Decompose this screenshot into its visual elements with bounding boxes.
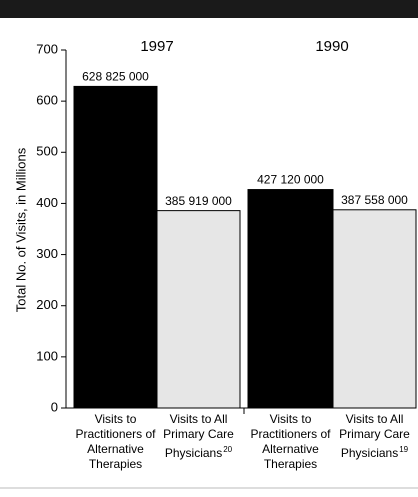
y-tick-label: 700 — [36, 41, 58, 56]
bar — [247, 189, 334, 409]
group-label: 1990 — [315, 38, 348, 55]
y-tick-label: 500 — [36, 144, 58, 159]
x-tick-label: Visits to Practitioners of Alternative T… — [74, 412, 158, 472]
y-tick-label: 0 — [51, 399, 58, 414]
y-tick-label: 300 — [36, 246, 58, 261]
bar — [156, 210, 241, 409]
category-text: Visits to Practitioners of Alternative T… — [250, 412, 331, 471]
group-label: 1997 — [140, 38, 173, 55]
y-tick-label: 100 — [36, 348, 58, 363]
value-label: 427 120 000 — [257, 173, 324, 187]
x-tick-label: Visits to Practitioners of Alternative T… — [249, 412, 333, 472]
x-tick-label: Visits to All Primary Care Physicians20 — [163, 412, 235, 461]
bar — [73, 85, 158, 409]
y-tick-label: 200 — [36, 297, 58, 312]
y-tick-label: 400 — [36, 195, 58, 210]
category-text: Visits to All Primary Care Physicians — [339, 412, 410, 460]
value-label: 628 825 000 — [82, 70, 149, 84]
footnote-ref: 19 — [399, 445, 409, 454]
bar — [332, 209, 417, 409]
x-tick-label: Visits to All Primary Care Physicians19 — [339, 412, 411, 461]
value-label: 387 558 000 — [341, 193, 408, 207]
header-band — [0, 0, 418, 18]
y-axis-label: Total No. of Visits, in Millions — [13, 147, 28, 312]
footnote-ref: 20 — [223, 445, 233, 454]
category-text: Visits to All Primary Care Physicians — [163, 412, 234, 460]
category-text: Visits to Practitioners of Alternative T… — [75, 412, 156, 471]
y-tick-label: 600 — [36, 93, 58, 108]
value-label: 385 919 000 — [165, 194, 232, 208]
